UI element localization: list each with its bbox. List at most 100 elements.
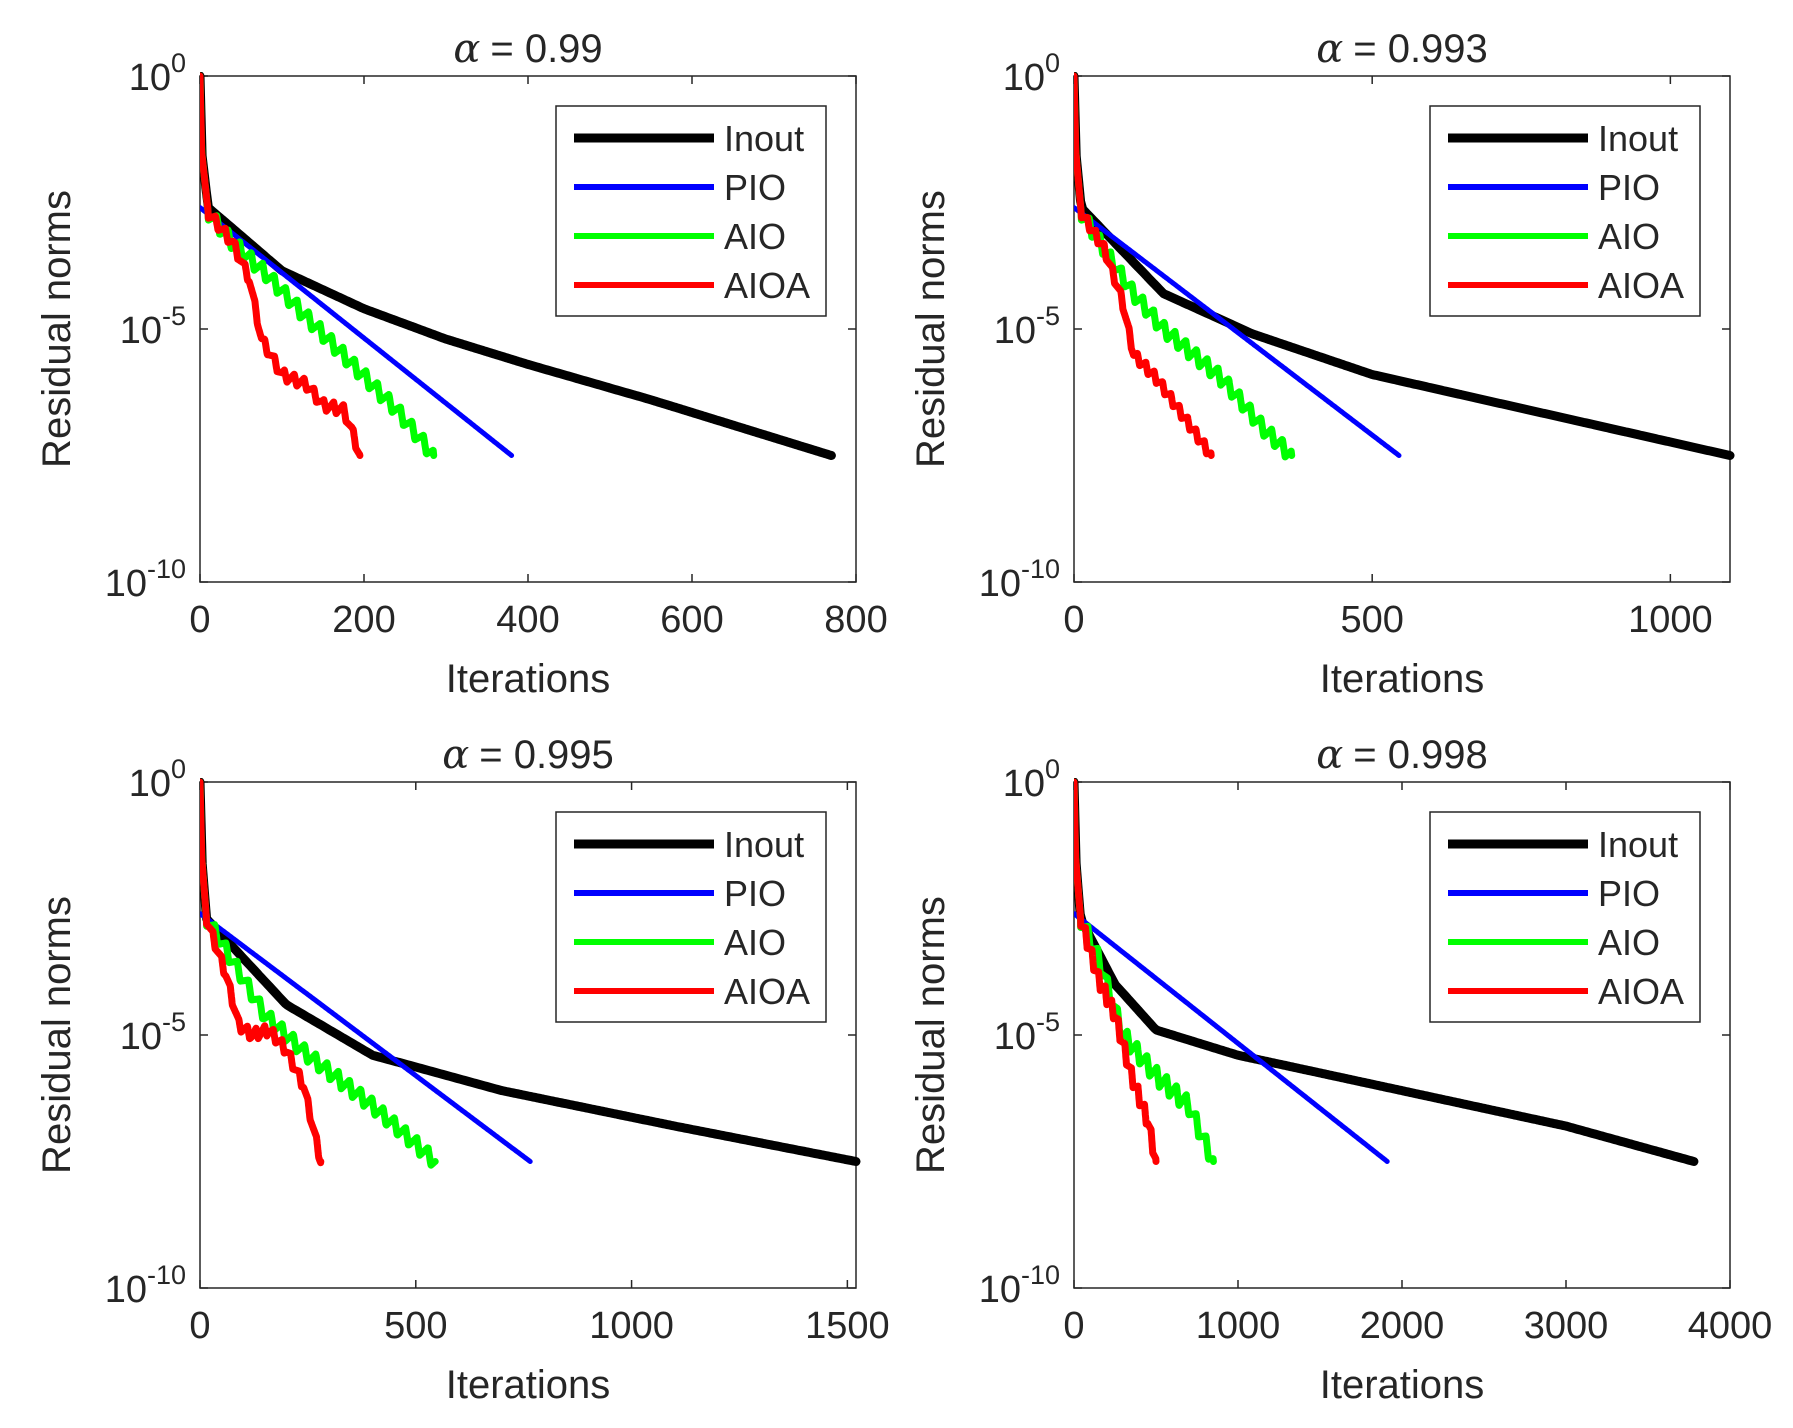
title-alpha-symbol: α: [1316, 732, 1343, 778]
title-value: = 0.998: [1353, 733, 1488, 777]
legend-label-aio: AIO: [724, 216, 786, 257]
legend-label-aioa: AIOA: [1598, 265, 1684, 306]
x-tick-label: 600: [660, 599, 723, 641]
x-tick-label: 2000: [1360, 1305, 1445, 1347]
y-tick-label: 100: [129, 48, 186, 99]
x-tick-label: 500: [1340, 599, 1403, 641]
y-tick-base: 10: [129, 57, 171, 99]
x-tick-label: 400: [496, 599, 559, 641]
legend-label-inout: Inout: [1598, 824, 1678, 865]
legend-label-aioa: AIOA: [724, 971, 810, 1012]
y-tick-exponent: -5: [162, 301, 186, 331]
series-line-pio: [200, 205, 515, 458]
series-line-aioa: [1074, 778, 1160, 1165]
x-tick-label: 200: [332, 599, 395, 641]
legend-label-aio: AIO: [724, 922, 786, 963]
x-axis-label: Iterations: [446, 1363, 611, 1407]
y-tick-base: 10: [979, 563, 1021, 605]
y-tick-base: 10: [120, 1016, 162, 1058]
y-tick-label: 10-10: [105, 1260, 186, 1311]
y-axis-label: Residual norms: [909, 896, 953, 1174]
chart-title: α = 0.998: [1316, 732, 1488, 778]
series-line-aio: [1074, 72, 1296, 461]
legend: Inout PIO AIO AIOA: [1429, 105, 1701, 317]
series-line-aioa: [1074, 72, 1215, 459]
x-axis-label: Iterations: [1320, 1363, 1485, 1407]
y-tick-base: 10: [120, 310, 162, 352]
series-line-aio: [1074, 778, 1217, 1165]
y-tick-label: 100: [129, 754, 186, 805]
legend: Inout PIO AIO AIOA: [1429, 811, 1701, 1023]
title-value: = 0.993: [1353, 27, 1488, 71]
y-tick-base: 10: [1003, 763, 1045, 805]
x-tick-label: 1000: [589, 1305, 674, 1347]
series-line-inout: [1074, 778, 1699, 1166]
legend-label-pio: PIO: [1598, 873, 1660, 914]
chart-title: α = 0.995: [442, 732, 614, 778]
y-tick-exponent: -10: [147, 554, 186, 584]
series-line-aio: [200, 72, 438, 459]
y-tick-exponent: -5: [162, 1007, 186, 1037]
y-axis-label: Residual norms: [909, 190, 953, 468]
y-tick-label: 10-5: [120, 1007, 186, 1058]
x-tick-label: 1000: [1628, 599, 1713, 641]
series-line-aio: [200, 778, 439, 1169]
x-tick-label: 0: [189, 1305, 210, 1347]
y-tick-label: 10-10: [979, 554, 1060, 605]
x-tick-label: 4000: [1688, 1305, 1773, 1347]
series-line-inout: [200, 72, 836, 460]
series-line-pio: [1074, 205, 1402, 458]
y-tick-label: 100: [1003, 754, 1060, 805]
legend-label-inout: Inout: [724, 824, 804, 865]
y-tick-exponent: 0: [1045, 754, 1060, 784]
y-tick-label: 10-10: [105, 554, 186, 605]
title-alpha-symbol: α: [442, 732, 469, 778]
legend-label-inout: Inout: [724, 118, 804, 159]
y-tick-base: 10: [129, 763, 171, 805]
y-tick-base: 10: [994, 310, 1036, 352]
legend-label-aio: AIO: [1598, 922, 1660, 963]
x-tick-label: 0: [1063, 599, 1084, 641]
title-value: = 0.99: [490, 27, 602, 71]
chart-title: α = 0.993: [1316, 26, 1488, 72]
legend-label-aioa: AIOA: [724, 265, 810, 306]
legend-label-aioa: AIOA: [1598, 971, 1684, 1012]
y-tick-exponent: 0: [171, 754, 186, 784]
legend: Inout PIO AIO AIOA: [555, 105, 827, 317]
x-tick-label: 1000: [1196, 1305, 1281, 1347]
legend-label-pio: PIO: [724, 167, 786, 208]
title-value: = 0.995: [479, 733, 614, 777]
y-tick-base: 10: [105, 1269, 147, 1311]
series-line-aioa: [200, 778, 325, 1167]
title-alpha-symbol: α: [1316, 26, 1343, 72]
y-tick-label: 10-10: [979, 1260, 1060, 1311]
series-line-inout: [1074, 72, 1735, 460]
y-tick-exponent: -10: [1021, 1260, 1060, 1290]
x-axis-label: Iterations: [1320, 657, 1485, 701]
x-axis-label: Iterations: [446, 657, 611, 701]
x-tick-label: 0: [1063, 1305, 1084, 1347]
series-line-aioa: [200, 72, 364, 459]
legend-label-pio: PIO: [724, 873, 786, 914]
x-tick-label: 500: [384, 1305, 447, 1347]
series-line-pio: [200, 911, 533, 1164]
y-tick-label: 100: [1003, 48, 1060, 99]
x-tick-label: 3000: [1524, 1305, 1609, 1347]
y-tick-exponent: -5: [1036, 1007, 1060, 1037]
y-tick-label: 10-5: [120, 301, 186, 352]
x-tick-label: 1500: [805, 1305, 890, 1347]
chart-title: α = 0.99: [453, 26, 602, 72]
series-line-inout: [200, 778, 861, 1166]
x-tick-label: 800: [824, 599, 887, 641]
y-tick-exponent: 0: [1045, 48, 1060, 78]
y-tick-label: 10-5: [994, 301, 1060, 352]
y-tick-base: 10: [1003, 57, 1045, 99]
y-tick-base: 10: [105, 563, 147, 605]
legend-label-aio: AIO: [1598, 216, 1660, 257]
y-tick-exponent: -10: [1021, 554, 1060, 584]
